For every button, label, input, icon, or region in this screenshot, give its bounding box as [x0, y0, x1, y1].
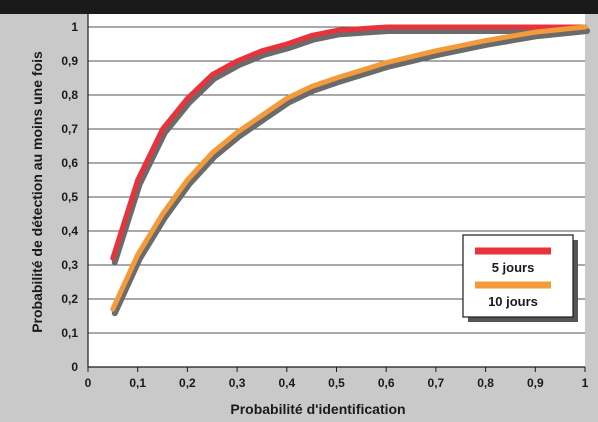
top-caption-strip	[0, 0, 598, 14]
legend-label-5-jours: 5 jours	[492, 260, 535, 275]
x-tick-label: 0,7	[428, 376, 445, 390]
y-tick-label: 0,2	[61, 292, 78, 306]
legend: 5 jours 10 jours	[462, 234, 578, 322]
x-tick-label: 0,3	[229, 376, 246, 390]
x-tick-label: 0,1	[129, 376, 146, 390]
y-tick-label: 0,5	[61, 190, 78, 204]
series-line-1	[110, 24, 588, 312]
x-tick-label: 0,8	[477, 376, 494, 390]
x-tick-label: 0,6	[378, 376, 395, 390]
grid-lines	[88, 26, 585, 334]
x-tick-label: 0,5	[328, 376, 345, 390]
x-tick-label: 0	[85, 376, 92, 390]
y-tick-label: 0	[71, 360, 78, 374]
y-tick-label: 0,4	[61, 224, 78, 238]
y-axis-title: Probabilité de détection au moins une fo…	[29, 51, 45, 333]
y-tick-label: 0,8	[61, 88, 78, 102]
x-tick-label: 1	[582, 376, 589, 390]
y-tick-label: 0,1	[61, 326, 78, 340]
y-tick-label: 0,9	[61, 54, 78, 68]
y-tick-label: 0,7	[61, 122, 78, 136]
x-tick-label: 0,9	[527, 376, 544, 390]
series-shadow-1	[111, 28, 590, 317]
y-tick-label: 1	[71, 20, 78, 34]
series-shadow-0	[111, 28, 590, 266]
x-tick-label: 0,2	[179, 376, 196, 390]
series-lines	[110, 24, 590, 317]
y-tick-label: 0,6	[61, 156, 78, 170]
legend-label-10-jours: 10 jours	[488, 294, 538, 309]
x-tick-label: 0,4	[278, 376, 295, 390]
x-axis-title: Probabilité d'identification	[230, 401, 405, 417]
y-tick-label: 0,3	[61, 258, 78, 272]
series-line-0	[110, 24, 588, 261]
x-tick-labels: 0 0,1 0,2 0,3 0,4 0,5 0,6 0,7 0,8 0,9 1	[85, 367, 589, 390]
y-tick-labels: 0 0,1 0,2 0,3 0,4 0,5 0,6 0,7 0,8 0,9 1	[61, 20, 78, 374]
